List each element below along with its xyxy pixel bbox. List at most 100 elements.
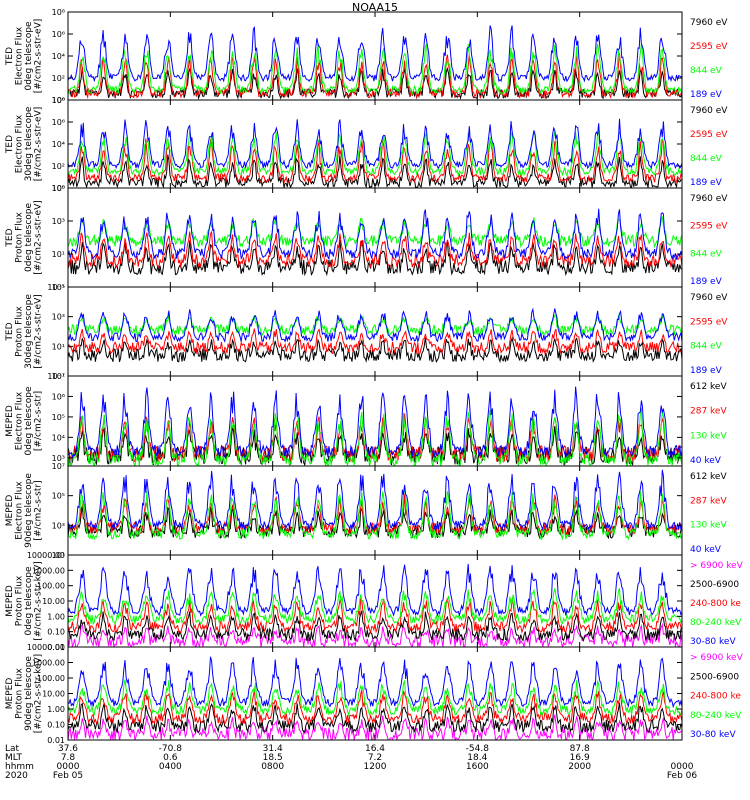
plot-frame: [67, 286, 683, 377]
y-tick-label: 10⁴: [52, 433, 65, 442]
legend-label: 2595 eV: [690, 317, 728, 327]
series-2595-ev: [68, 328, 682, 356]
series-287-kev: [68, 494, 682, 537]
panel-4: 10⁻¹ 10¹ 10³ 10⁵ TEDProton Flux30deg telesco…: [5, 283, 728, 381]
x-tick-label: 2000: [568, 762, 591, 772]
series-189-ev: [68, 208, 682, 261]
y-tick-label: 10⁷: [52, 462, 65, 471]
plot-frame: [67, 187, 683, 288]
y-tick-label: 100.00: [37, 674, 65, 683]
y-tick-label: 1.00: [47, 612, 65, 621]
y-tick-label: 0.10: [47, 628, 65, 637]
y-tick-label: 10⁴: [52, 52, 65, 61]
legend-label: 844 eV: [690, 249, 723, 259]
plot-frame: [67, 465, 683, 556]
y-tick-label: 10⁵: [52, 492, 65, 501]
legend-label: 240-800 ke: [690, 692, 741, 702]
legend-label: 7960 eV: [690, 106, 728, 116]
series-240-800-ke: [68, 598, 682, 635]
legend-label: 2595 eV: [690, 130, 728, 140]
x-tick-label: 0.6: [163, 753, 178, 763]
series-40-kev: [68, 469, 682, 531]
series-7960-ev: [68, 66, 682, 100]
series-40-kev: [68, 386, 682, 459]
plot-frame: [67, 554, 683, 648]
y-tick-label: 10⁶: [52, 30, 65, 39]
legend-label: 612 keV: [690, 472, 727, 482]
series-844-ev: [68, 129, 682, 177]
panel-1: 10⁰ 10² 10⁴ 10⁶ 10⁸ TEDElectron Flux0deg tele…: [5, 8, 728, 105]
legend-label: 612 keV: [690, 382, 727, 392]
x-tick-label: 0000: [57, 762, 80, 772]
y-tick-label: 10⁻¹: [47, 283, 65, 292]
x-tick-label: 0400: [159, 762, 182, 772]
y-tick-label: 10²: [52, 162, 65, 171]
y-tick-label: 10⁶: [52, 392, 65, 401]
panel-7: 0.010.101.0010.00100.001000.0010000.00ME…: [5, 551, 744, 652]
y-tick-label: 0.01: [47, 643, 65, 652]
series-844-ev: [68, 43, 682, 96]
series-7960-ev: [68, 336, 682, 364]
y-tick-label: 10¹: [52, 551, 65, 560]
legend-label: 189 eV: [690, 178, 723, 188]
y-tick-label: 10³: [52, 313, 65, 322]
x-tick-label: 0800: [261, 762, 284, 772]
x-tick-label: 16.4: [365, 744, 385, 754]
x-tick-label: Feb 05: [53, 771, 83, 781]
legend-label: 2595 eV: [690, 42, 728, 52]
legend-label: 7960 eV: [690, 18, 728, 28]
legend-label: 80-240 keV: [690, 618, 742, 628]
y-tick-label: 10⁶: [52, 118, 65, 127]
series-130-kev: [68, 486, 682, 541]
legend-label: > 6900 keV: [690, 561, 744, 571]
series-30-80-kev: [68, 563, 682, 618]
x-tick-label: 18.5: [263, 753, 283, 763]
x-tick-label: 1600: [466, 762, 489, 772]
series-189-ev: [68, 307, 682, 344]
series-80-240-kev: [68, 588, 682, 626]
y-tick-label: 10⁸: [52, 8, 65, 17]
x-tick-label: 31.4: [263, 744, 283, 754]
y-tick-label: 10⁷: [52, 372, 65, 381]
x-tick-label: 1200: [364, 762, 387, 772]
y-tick-label: 10⁰: [52, 96, 65, 105]
legend-label: 844 eV: [690, 154, 723, 164]
x-tick-label: Feb 06: [667, 771, 698, 781]
y-tick-label: 10⁸: [52, 96, 65, 105]
legend-label: 30-80 keV: [690, 730, 736, 740]
panel-3: 10⁻¹ 10¹ 10³ 10⁵ TEDProton Flux0deg telescop…: [5, 184, 728, 292]
y-tick-label: 10³: [52, 454, 65, 463]
series-844-ev: [68, 216, 682, 249]
y-tick-label: 10⁵: [52, 184, 65, 193]
y-axis-label: MEPEDElectron Flux0deg telescope[#/cm2-s…: [5, 386, 44, 456]
panel-5: 10³ 10⁴ 10⁵ 10⁶ 10⁷ MEPEDElectron Flux0deg te…: [5, 372, 727, 467]
y-axis-label: MEPEDProton Flux90deg telescope[#/cm2-s-…: [5, 654, 44, 733]
legend-label: 7960 eV: [690, 293, 728, 303]
ephemeris-row-label: Lat: [5, 744, 20, 754]
legend-label: 2500-6900: [690, 672, 739, 682]
y-tick-label: 1000.00: [32, 659, 65, 668]
series-189-ev: [68, 25, 682, 83]
y-tick-label: 1.00: [47, 705, 65, 714]
series-2500-6900: [68, 702, 682, 734]
legend-label: 80-240 keV: [690, 711, 742, 721]
y-tick-label: 100.00: [37, 582, 65, 591]
series-844-ev: [68, 313, 682, 338]
panel-8: 0.01 0.10 1.00 10.00 100.00 1000.00 10000.00 ME…: [5, 643, 744, 745]
series-189-ev: [68, 118, 682, 170]
legend-label: 189 eV: [690, 277, 723, 287]
y-tick-label: 10¹: [52, 342, 65, 351]
y-tick-label: 10000.00: [27, 643, 65, 652]
chart-title: NOAA15: [351, 1, 399, 14]
legend-label: 2595 eV: [690, 222, 728, 232]
x-tick-label: 87.8: [570, 744, 590, 754]
y-tick-label: 10⁻¹: [47, 372, 65, 381]
x-tick-label: 7.8: [61, 753, 76, 763]
series-30-80-kev: [68, 656, 682, 709]
y-tick-label: 0.01: [47, 736, 65, 745]
y-axis-label: TEDElectron Flux30deg telescope[#/cm2-s-…: [5, 106, 44, 181]
y-tick-label: 10³: [52, 217, 65, 226]
legend-label: 2500-6900: [690, 580, 739, 590]
series--6900-kev: [68, 622, 682, 647]
